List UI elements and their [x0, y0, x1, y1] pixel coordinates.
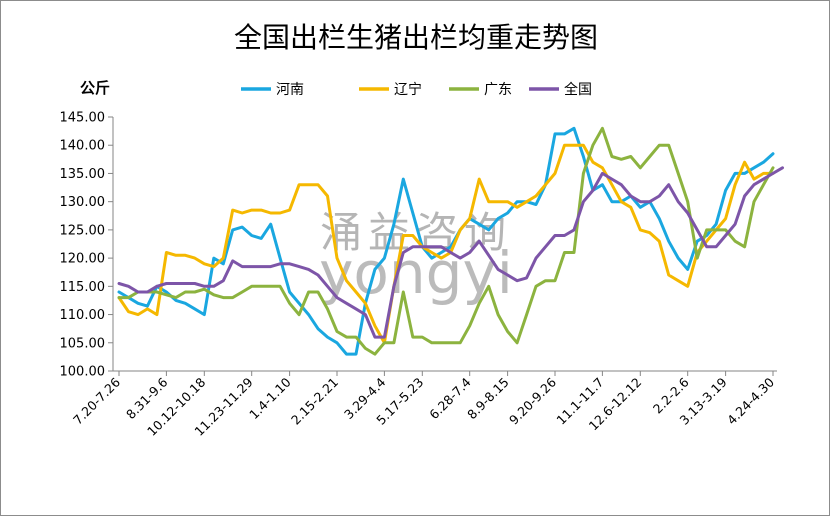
- legend-label-2: 辽宁: [394, 81, 422, 98]
- legend: 河南 辽宁 广东 全国: [241, 81, 592, 98]
- legend-label-1: 河南: [276, 82, 304, 98]
- legend-label-4: 全国: [564, 81, 592, 98]
- series-line-3: [117, 126, 775, 356]
- chart-title: 全国出栏生猪出栏均重走势图: [234, 21, 598, 54]
- series-line-2: [117, 143, 775, 345]
- series-line-4: [117, 166, 784, 339]
- y-tick-label: 145.00: [60, 111, 106, 126]
- watermark-latin: yongyi: [319, 239, 513, 307]
- legend-label-3: 广东: [484, 82, 512, 98]
- y-tick-label: 110.00: [60, 308, 106, 323]
- x-tick-label: 4.24-4.30: [724, 374, 777, 427]
- x-tick-label: 8.9-8.15: [464, 375, 512, 423]
- x-tick-label: 2.15-2.21: [288, 375, 341, 428]
- series-layer: [117, 126, 784, 356]
- x-tick-label: 1.4-1.10: [246, 374, 294, 422]
- x-tick-label: 7.20-7.26: [70, 374, 123, 427]
- y-tick-label: 100.00: [60, 365, 106, 380]
- y-tick-label: 135.00: [60, 167, 106, 182]
- y-tick-label: 105.00: [60, 336, 106, 351]
- x-axis: 7.20-7.26 8.31-9.610.12-10.1811.23-11.291…: [70, 370, 777, 439]
- y-tick-label: 130.00: [60, 195, 106, 210]
- y-tick-label: 120.00: [60, 252, 106, 267]
- y-tick-label: 140.00: [60, 139, 106, 154]
- y-tick-label: 115.00: [60, 280, 106, 295]
- y-axis: 100.00 105.00 110.00 115.00 120.00 125.00 130.…: [60, 111, 114, 380]
- y-axis-unit-label: 公斤: [80, 79, 110, 97]
- x-tick-label: 9.20-9.26: [506, 374, 559, 427]
- y-tick-label: 125.00: [60, 223, 106, 238]
